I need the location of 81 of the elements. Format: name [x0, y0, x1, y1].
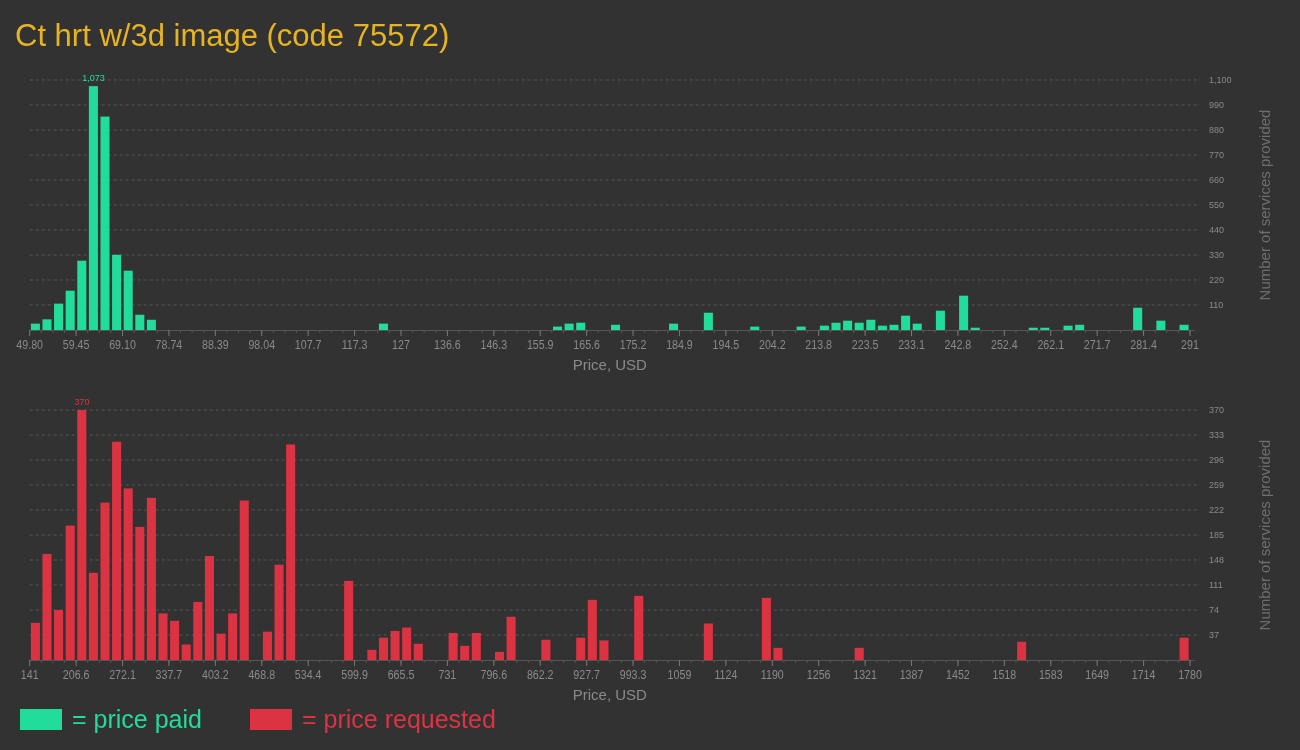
x-tick-label: 862.2: [526, 666, 554, 683]
x-tick-label: 993.3: [619, 666, 647, 683]
x-tick-label: 88.39: [202, 336, 230, 353]
y-tick-label: 880: [1209, 125, 1225, 135]
y-tick-label: 74: [1209, 605, 1220, 615]
y-tick-label: 370: [1209, 405, 1225, 415]
x-tick-label: 665.5: [387, 666, 415, 683]
x-tick-label: 468.8: [248, 666, 276, 683]
x-tick-label: 1780: [1178, 666, 1203, 683]
y-tick-label: 990: [1209, 100, 1225, 110]
y-tick-label: 333: [1209, 430, 1225, 440]
x-tick-label: 1387: [899, 666, 924, 683]
y-axis-title: Number of services provided: [1256, 109, 1273, 301]
x-tick-label: 98.04: [248, 336, 276, 353]
legend-label: = price paid: [72, 705, 202, 733]
x-tick-label: 1124: [714, 666, 738, 683]
y-tick-label: 222: [1209, 505, 1225, 515]
x-tick-label: 206.6: [62, 666, 90, 683]
x-tick-label: 1452: [946, 666, 970, 683]
x-tick-label: 731: [438, 666, 457, 683]
x-tick-label: 927.7: [573, 666, 600, 683]
x-tick-label: 291: [1181, 336, 1200, 353]
y-tick-label: 550: [1209, 200, 1225, 210]
data-label: 370: [74, 397, 90, 407]
x-tick-label: 78.74: [155, 336, 183, 353]
x-tick-label: 403.2: [202, 666, 229, 683]
x-tick-label: 223.5: [851, 336, 879, 353]
y-tick-label: 1,100: [1209, 75, 1232, 85]
x-tick-label: 213.8: [805, 336, 833, 353]
y-tick-label: 220: [1209, 275, 1225, 285]
y-tick-label: 259: [1209, 480, 1225, 490]
x-tick-label: 796.6: [480, 666, 508, 683]
y-tick-label: 296: [1209, 455, 1225, 465]
x-tick-label: 1059: [667, 666, 692, 683]
x-tick-label: 1518: [992, 666, 1017, 683]
x-tick-label: 141: [20, 666, 39, 683]
y-tick-label: 37: [1209, 630, 1220, 640]
x-tick-label: 59.45: [62, 336, 90, 353]
x-tick-label: 271.7: [1083, 336, 1111, 353]
x-tick-label: 117.3: [341, 336, 368, 353]
x-tick-label: 165.6: [573, 336, 601, 353]
x-tick-label: 127: [392, 336, 410, 353]
x-tick-label: 233.1: [898, 336, 926, 353]
x-tick-label: 175.2: [619, 336, 647, 353]
x-tick-label: 146.3: [480, 336, 508, 353]
x-axis-title: Price, USD: [572, 356, 648, 373]
legend-label: = price requested: [302, 705, 496, 733]
x-tick-label: 155.9: [526, 336, 554, 353]
x-tick-label: 281.4: [1130, 336, 1158, 353]
x-tick-label: 262.1: [1037, 336, 1065, 353]
x-tick-label: 136.6: [434, 336, 462, 353]
x-tick-label: 534.4: [294, 666, 322, 683]
data-label: 1,073: [82, 73, 105, 84]
x-tick-label: 49.80: [16, 336, 44, 353]
x-tick-label: 1649: [1085, 666, 1110, 683]
x-tick-label: 1714: [1131, 666, 1156, 683]
y-tick-label: 185: [1209, 530, 1225, 540]
x-tick-label: 1583: [1038, 666, 1063, 683]
x-tick-label: 194.5: [712, 336, 740, 353]
y-tick-label: 111: [1209, 580, 1223, 590]
y-tick-label: 330: [1209, 250, 1225, 260]
x-axis-title: Price, USD: [572, 686, 648, 703]
y-tick-label: 770: [1209, 150, 1225, 160]
x-tick-label: 252.4: [991, 336, 1019, 353]
x-tick-label: 69.10: [109, 336, 137, 353]
x-tick-label: 272.1: [109, 666, 137, 683]
x-tick-label: 204.2: [758, 336, 786, 353]
y-tick-label: 660: [1209, 175, 1225, 185]
x-tick-label: 1256: [806, 666, 831, 683]
x-tick-label: 184.9: [666, 336, 694, 353]
x-tick-label: 242.8: [944, 336, 972, 353]
y-tick-label: 110: [1209, 300, 1224, 310]
y-axis-title: Number of services provided: [1256, 439, 1273, 631]
y-tick-label: 440: [1209, 225, 1225, 235]
x-tick-label: 107.7: [294, 336, 322, 353]
chart-title: Ct hrt w/3d image (code 75572): [15, 18, 450, 53]
x-tick-label: 1321: [853, 666, 878, 683]
x-tick-label: 337.7: [155, 666, 183, 683]
x-tick-label: 599.9: [341, 666, 369, 683]
x-tick-label: 1190: [760, 666, 785, 683]
y-tick-label: 148: [1209, 555, 1225, 565]
